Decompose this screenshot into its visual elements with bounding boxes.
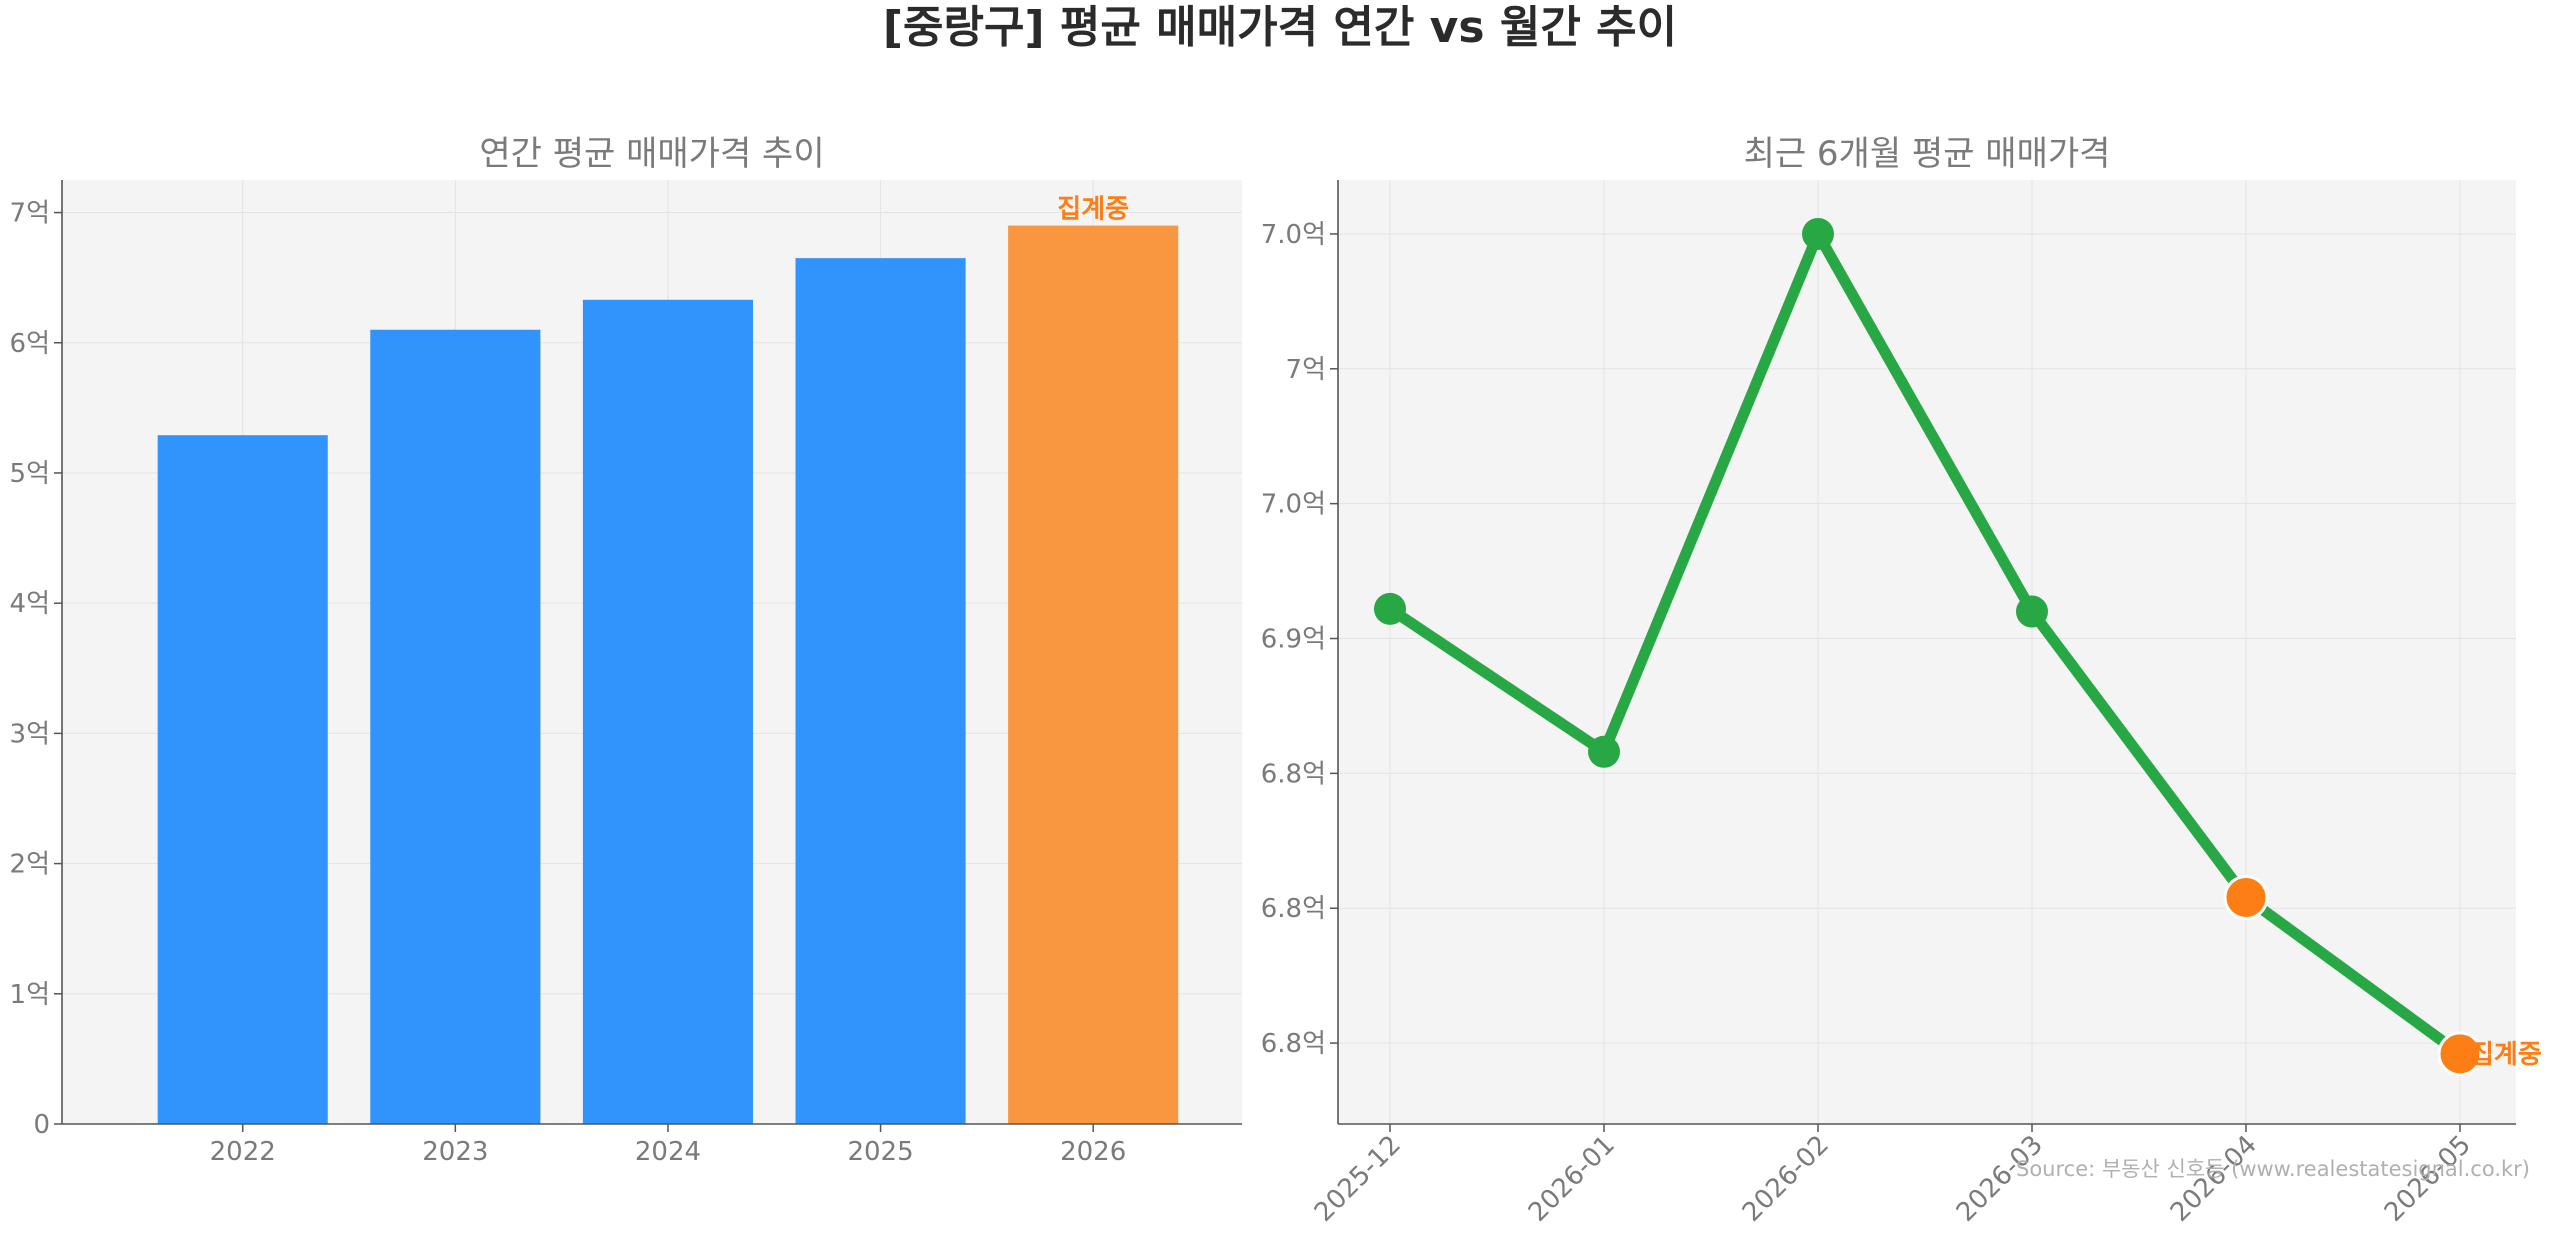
monthly-point-2026-01 <box>1588 735 1620 768</box>
monthly-y-tick-label: 6.9억 <box>1261 625 1326 655</box>
annual-bar-2026 <box>1008 225 1179 1125</box>
annual-y-tick-label: 0 <box>33 1110 50 1140</box>
monthly-y-tick-label: 7.0억 <box>1261 220 1326 250</box>
annual-x-tick-label: 2026 <box>1060 1137 1126 1167</box>
monthly-x-tick-label: 2026-01 <box>1523 1130 1621 1228</box>
monthly-y-tick-label: 6.8억 <box>1261 759 1326 789</box>
annual-bar-2022 <box>157 435 328 1124</box>
monthly-line-chart: 최근 6개월 평균 매매가격 집계중 6.8억 6.8억 6.8억 6.9억 7.0억 7… <box>1261 134 2542 1228</box>
monthly-series-line <box>1384 228 2466 1060</box>
annual-bar-2023 <box>370 329 541 1125</box>
annual-y-tick-label: 1억 <box>10 980 50 1010</box>
annual-y-tick-label: 2억 <box>10 850 50 880</box>
annual-x-tick-label: 2022 <box>210 1137 276 1167</box>
annual-x-tick-label: 2023 <box>422 1137 488 1167</box>
monthly-chart-title: 최근 6개월 평균 매매가격 <box>1744 134 2111 174</box>
monthly-y-tick-label: 7억 <box>1286 355 1326 385</box>
monthly-point-2025-12 <box>1374 592 1406 625</box>
annual-y-tick-label: 4억 <box>10 589 50 619</box>
annual-y-tick-label: 6억 <box>10 329 50 359</box>
monthly-x-tick-label: 2025-12 <box>1309 1130 1407 1228</box>
annual-x-tick-label: 2024 <box>635 1137 701 1167</box>
monthly-x-tick-label: 2026-02 <box>1737 1130 1835 1228</box>
annual-y-tick-label: 7억 <box>10 199 50 229</box>
annual-y-tick-label: 3억 <box>10 719 50 749</box>
figure-title: [중랑구] 평균 매매가격 연간 vs 월간 추이 <box>883 2 1677 53</box>
monthly-point-2026-04 <box>2223 874 2269 920</box>
annual-y-tick-label: 5억 <box>10 459 50 489</box>
annual-annotation: 집계중 <box>1057 195 1129 225</box>
monthly-y-tick-label: 7.0억 <box>1261 490 1326 520</box>
annual-chart-title: 연간 평균 매매가격 추이 <box>479 134 824 174</box>
monthly-y-tick-label: 6.8억 <box>1261 1029 1326 1059</box>
annual-bar-2025 <box>795 258 966 1124</box>
monthly-point-2026-05 <box>2437 1031 2483 1077</box>
source-note: Source: 부동산 신호등 (www.realestatesignal.co… <box>2016 1157 2530 1181</box>
monthly-plot-area <box>1338 180 2516 1124</box>
annual-bar-chart: 연간 평균 매매가격 추이 집계중 0 1억 2억 3억 4억 5억 6억 7억 2022 202… <box>10 134 1242 1167</box>
monthly-point-2026-02 <box>1802 217 1834 250</box>
monthly-annotation: 집계중 <box>2470 1040 2542 1070</box>
monthly-point-2026-03 <box>2016 595 2048 628</box>
annual-bar-2024 <box>582 299 753 1124</box>
monthly-y-tick-label: 6.8억 <box>1261 894 1326 924</box>
annual-x-tick-label: 2025 <box>847 1137 913 1167</box>
